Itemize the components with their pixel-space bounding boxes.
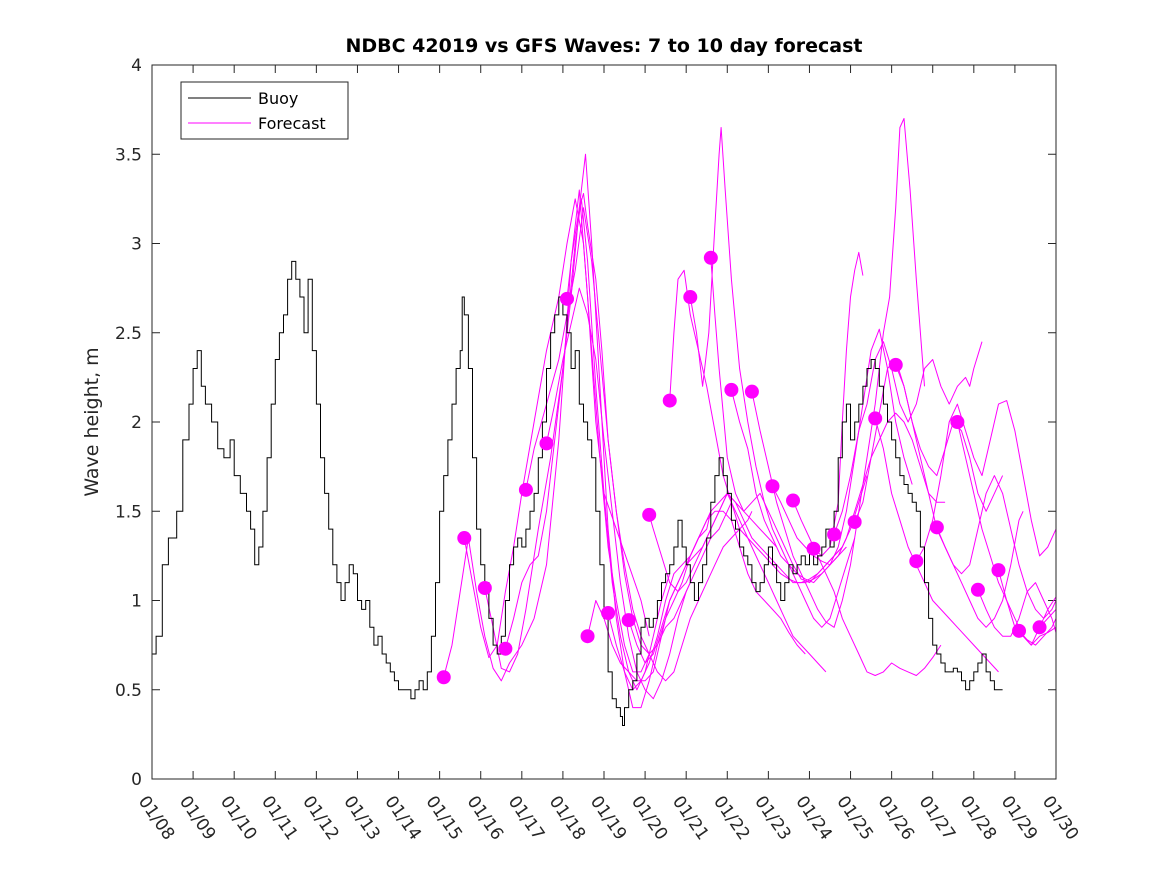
forecast-start-marker	[950, 415, 965, 429]
forecast-line-19	[833, 341, 983, 535]
forecast-line-24	[936, 475, 1057, 619]
forecast-start-marker	[847, 514, 862, 529]
forecast-start-marker	[765, 479, 780, 494]
forecast-start-marker	[518, 482, 533, 497]
y-tick-label: 4	[131, 56, 142, 76]
forecast-start-marker	[827, 527, 842, 542]
forecast-start-marker	[683, 290, 698, 305]
forecast-start-marker	[929, 520, 944, 535]
forecast-start-marker	[909, 554, 924, 569]
forecast-line-26	[977, 582, 1057, 637]
forecast-start-marker	[436, 670, 451, 685]
forecast-line-22	[895, 364, 1024, 628]
y-tick-label: 0.5	[115, 681, 142, 701]
forecast-line-28	[1018, 618, 1057, 646]
forecast-line-10	[648, 492, 843, 593]
forecast-start-marker	[868, 411, 883, 426]
buoy-series	[152, 260, 1003, 726]
y-tick-label: 1.5	[115, 502, 142, 522]
forecast-start-marker	[457, 531, 472, 546]
forecast-start-marker	[991, 563, 1006, 578]
forecast-start-marker	[1012, 623, 1027, 638]
forecast-markers	[436, 250, 1047, 685]
y-tick-label: 2	[131, 413, 142, 433]
forecast-line-21	[874, 418, 999, 673]
forecast-start-marker	[642, 507, 657, 522]
y-tick-label: 0	[131, 770, 142, 790]
forecast-start-marker	[560, 291, 575, 306]
forecast-start-marker	[744, 384, 759, 399]
forecast-start-marker	[806, 541, 821, 556]
forecast-line-23	[915, 400, 1057, 562]
forecast-start-marker	[621, 613, 636, 628]
y-tick-label: 1	[131, 592, 142, 612]
forecast-start-marker	[539, 436, 554, 451]
y-tick-label: 2.5	[115, 324, 142, 344]
forecast-start-marker	[601, 605, 616, 620]
y-ticks: 0 0.5 1 1.5 2 2.5 3 3.5 4	[115, 56, 1056, 790]
forecast-start-marker	[1032, 620, 1047, 635]
forecast-start-marker	[786, 493, 801, 508]
forecast-line-16	[772, 412, 946, 566]
forecast-line-27	[998, 570, 1057, 646]
buoy-line	[152, 260, 1003, 726]
forecast-line-18	[813, 251, 864, 557]
legend-forecast-label: Forecast	[258, 114, 326, 133]
forecast-start-marker	[970, 582, 985, 597]
forecast-series	[443, 118, 1057, 709]
forecast-start-marker	[580, 629, 595, 644]
y-tick-label: 3.5	[115, 145, 142, 165]
forecast-start-marker	[888, 357, 903, 372]
forecast-start-marker	[498, 641, 513, 656]
forecast-line-0	[443, 189, 650, 682]
forecast-line-11	[669, 269, 847, 584]
forecast-line-15	[751, 118, 925, 628]
legend: Buoy Forecast	[180, 81, 349, 140]
y-axis-label: Wave height, m	[81, 347, 103, 496]
plot-frame	[151, 64, 1057, 780]
forecast-line-12	[689, 127, 856, 628]
forecast-start-marker	[703, 250, 718, 265]
forecast-line-1	[463, 198, 650, 673]
forecast-start-marker	[662, 393, 677, 408]
legend-buoy-label: Buoy	[258, 89, 298, 108]
forecast-line-4	[525, 207, 712, 655]
chart-title: NDBC 42019 vs GFS Waves: 7 to 10 day for…	[345, 35, 862, 57]
y-tick-label: 3	[131, 235, 142, 255]
forecast-start-marker	[724, 382, 739, 397]
forecast-line-13	[710, 257, 868, 584]
forecast-start-marker	[477, 581, 492, 596]
legend-box	[180, 81, 349, 140]
forecast-line-6	[566, 193, 753, 682]
plot-area	[152, 65, 1056, 779]
